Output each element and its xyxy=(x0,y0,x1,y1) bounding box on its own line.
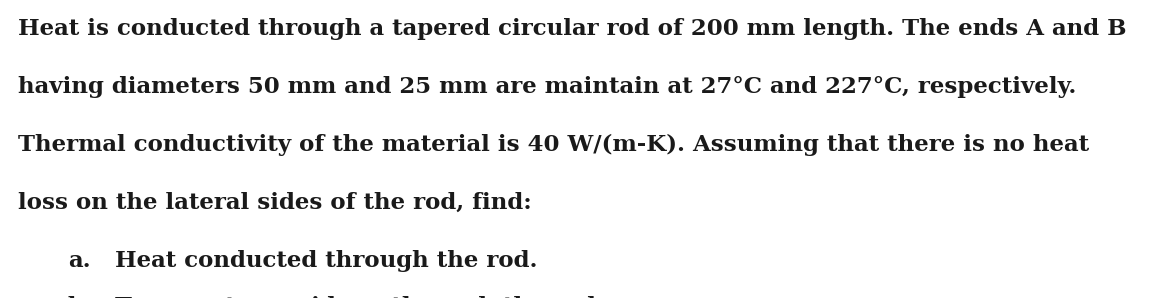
Text: loss on the lateral sides of the rod, find:: loss on the lateral sides of the rod, fi… xyxy=(18,192,532,214)
Text: Thermal conductivity of the material is 40 W/(m-K). Assuming that there is no he: Thermal conductivity of the material is … xyxy=(18,134,1089,156)
Text: Heat is conducted through a tapered circular rod of 200 mm length. The ends A an: Heat is conducted through a tapered circ… xyxy=(18,18,1127,40)
Text: b.: b. xyxy=(68,296,92,298)
Text: Heat conducted through the rod.: Heat conducted through the rod. xyxy=(115,250,538,272)
Text: a.: a. xyxy=(68,250,90,272)
Text: Temperature midway through the rod.: Temperature midway through the rod. xyxy=(115,296,603,298)
Text: having diameters 50 mm and 25 mm are maintain at 27°C and 227°C, respectively.: having diameters 50 mm and 25 mm are mai… xyxy=(18,76,1077,98)
